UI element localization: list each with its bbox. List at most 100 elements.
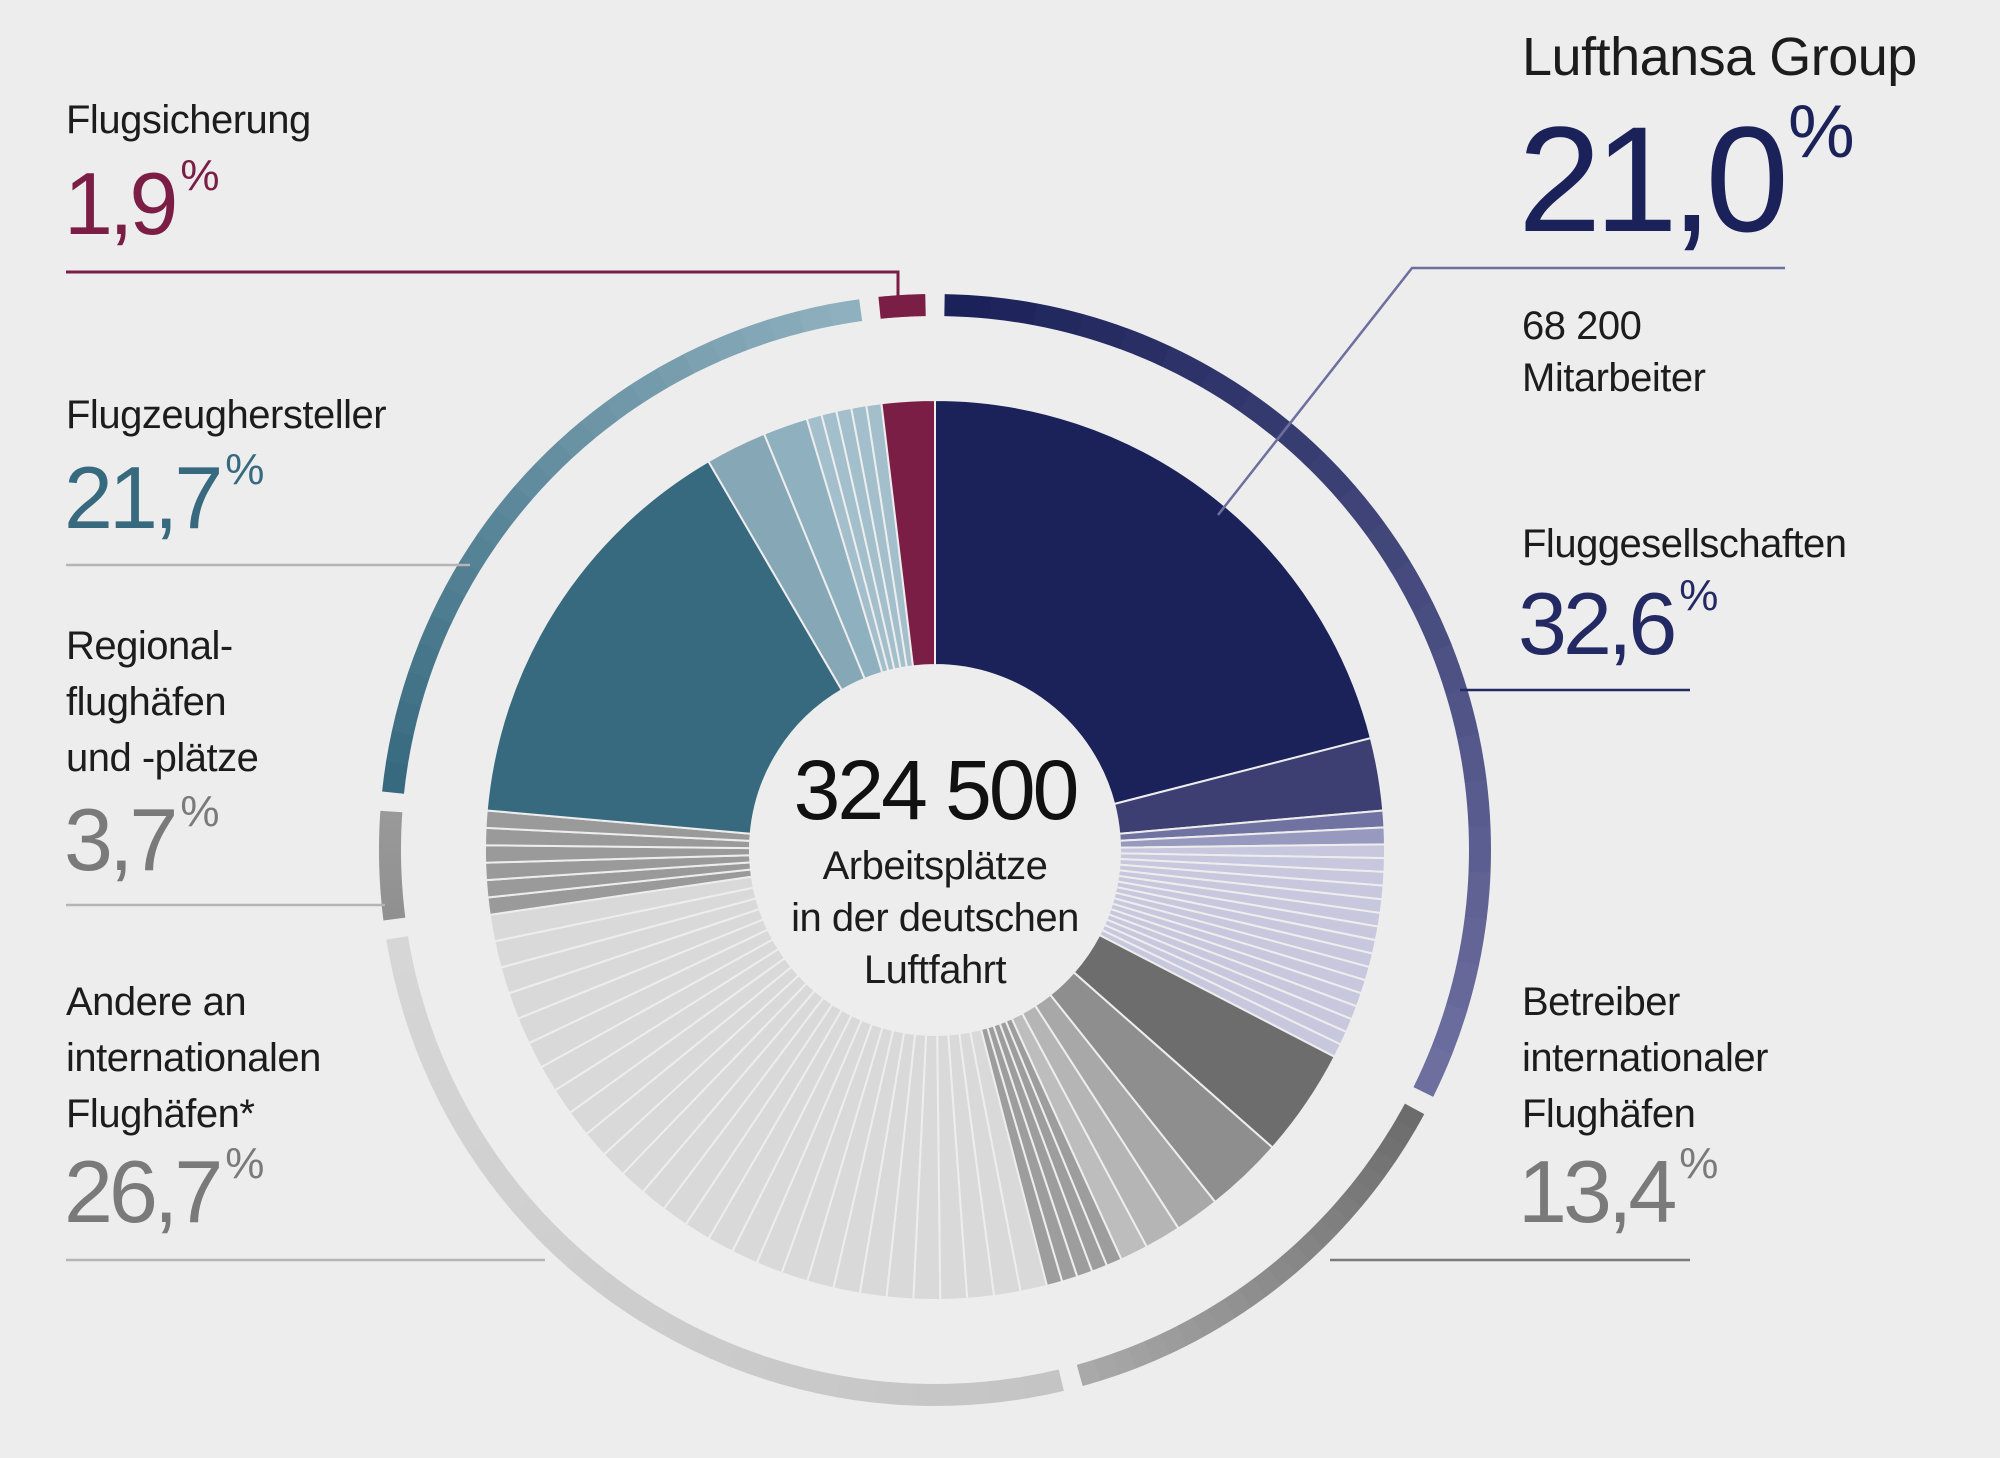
outer-arc-andere [393,971,425,1014]
outer-arc-fluggesellschaften [1274,420,1324,468]
percent-lufthansa-group: 21,0% [1518,89,1855,263]
inner-ring [484,398,1386,1301]
outer-arc-andere [566,1249,610,1291]
outer-arc-hersteller [683,340,721,374]
outer-arc-fluggesellschaften [1307,451,1356,501]
outer-arc-fluggesellschaften [1119,328,1171,367]
percent-betreiber: 13,4% [1518,1139,1719,1241]
outer-arc-betreiber [1376,1134,1406,1163]
outer-arc-regional [381,904,405,912]
total-jobs: 324 500 [793,743,1080,837]
outer-arc-hersteller [460,533,496,572]
outer-arc-betreiber [1332,1192,1362,1222]
outer-arc-betreiber [1208,1299,1236,1328]
outer-arc-andere [692,1330,736,1366]
outer-arc-fluggesellschaften [1468,825,1491,874]
outer-arc-hersteller [630,368,669,404]
outer-arc-hersteller [769,310,805,341]
outer-arc-hersteller [740,319,777,350]
outer-arc-andere [538,1224,582,1267]
outer-arc-betreiber [1320,1206,1350,1235]
percent-regional: 3,7% [64,787,220,889]
outer-arc-hersteller [477,509,514,547]
outer-arc-betreiber [1238,1278,1267,1308]
outer-arc-hersteller [399,671,430,707]
outer-arc-hersteller [535,441,574,479]
outer-arc-hersteller [445,559,480,598]
outer-arc-betreiber [1144,1333,1171,1362]
outer-arc-andere [874,1380,914,1406]
outer-arc-fluggesellschaften [1076,314,1128,350]
slice-fluggesellschaften [934,398,1373,806]
outer-arc-hersteller [419,613,452,651]
outer-arc-hersteller [431,586,465,624]
outer-arc-hersteller [605,384,643,421]
label-flugzeughersteller: Flugzeughersteller [66,393,387,437]
outer-arc-andere [467,1138,508,1183]
outer-arc-andere [447,1107,487,1152]
outer-arc-andere [949,1381,989,1406]
outer-arc-fluggesellschaften [1445,688,1479,739]
outer-arc-andere [986,1376,1027,1404]
outer-arc-fluggesellschaften [1391,560,1433,613]
outer-arc-betreiber [1252,1267,1282,1297]
outer-arc-betreiber [1307,1219,1337,1249]
outer-arc-fluggesellschaften [1338,485,1385,536]
outer-arc-fluggesellschaften [1160,346,1213,388]
label-andere: Andere an internationalen Flughäfen* [66,980,321,1136]
outer-arc-betreiber [1344,1178,1374,1208]
outer-arc-andere [626,1294,671,1333]
outer-arc-andere [386,936,416,977]
label-betreiber: Betreiber internationaler Flughäfen [1522,980,1769,1136]
outer-arc-andere [430,1074,468,1119]
outer-arc-hersteller [557,421,596,458]
outer-arc-fluggesellschaften [1464,779,1491,828]
outer-ring [378,294,1491,1406]
outer-arc-fluggesellschaften [944,294,992,319]
outer-arc-fluggesellschaften [1457,733,1487,783]
outer-arc-andere [762,1357,806,1390]
outer-arc-betreiber [1127,1341,1154,1369]
outer-arc-fluggesellschaften [1464,871,1491,920]
outer-arc-betreiber [1076,1359,1101,1387]
outer-arc-fluggesellschaften [988,296,1038,326]
outer-arc-betreiber [1366,1149,1396,1178]
outer-arc-hersteller [656,353,695,388]
outer-arc-andere [836,1375,878,1403]
outer-arc-fluggesellschaften [1200,367,1252,411]
outer-arc-andere [1022,1369,1064,1399]
percent-andere: 26,7% [64,1139,265,1241]
outer-arc-hersteller [514,462,552,501]
leader-line [1217,266,1785,516]
outer-arc-hersteller [386,730,414,765]
outer-arc-fluggesellschaften [1413,1046,1453,1097]
outer-arc-hersteller [828,299,863,326]
outer-arc-betreiber [1093,1354,1119,1381]
outer-arc-betreiber [1223,1289,1252,1318]
outer-arc-regional [382,908,405,916]
outer-arc-betreiber [1395,1103,1425,1131]
outer-arc-betreiber [1355,1164,1385,1193]
percent-flugzeughersteller: 21,7% [64,445,265,547]
outer-arc-betreiber [1176,1317,1204,1346]
outer-arc-betreiber [1267,1256,1296,1286]
outer-arc-hersteller [495,485,532,524]
outer-arc-andere [799,1367,842,1398]
slice-hersteller [485,459,844,835]
outer-arc-betreiber [1386,1119,1416,1147]
outer-arc-betreiber [1294,1232,1324,1262]
outer-arc-hersteller [391,700,421,736]
outer-arc-andere [403,1006,437,1050]
outer-arc-fluggesellschaften [1033,303,1084,336]
outer-arc-hersteller [382,760,408,794]
outer-arc-fluggesellschaften [1238,392,1289,439]
outer-arc-betreiber [1160,1325,1188,1354]
outer-arc-fluggesellschaften [1457,916,1487,966]
outer-arc-fluggesellschaften [1431,644,1468,696]
outer-arc-hersteller [580,402,619,439]
outer-arc-andere [658,1313,703,1351]
outer-arc-andere [595,1272,640,1313]
outer-arc-hersteller [408,642,440,679]
outer-arc-andere [727,1345,771,1379]
